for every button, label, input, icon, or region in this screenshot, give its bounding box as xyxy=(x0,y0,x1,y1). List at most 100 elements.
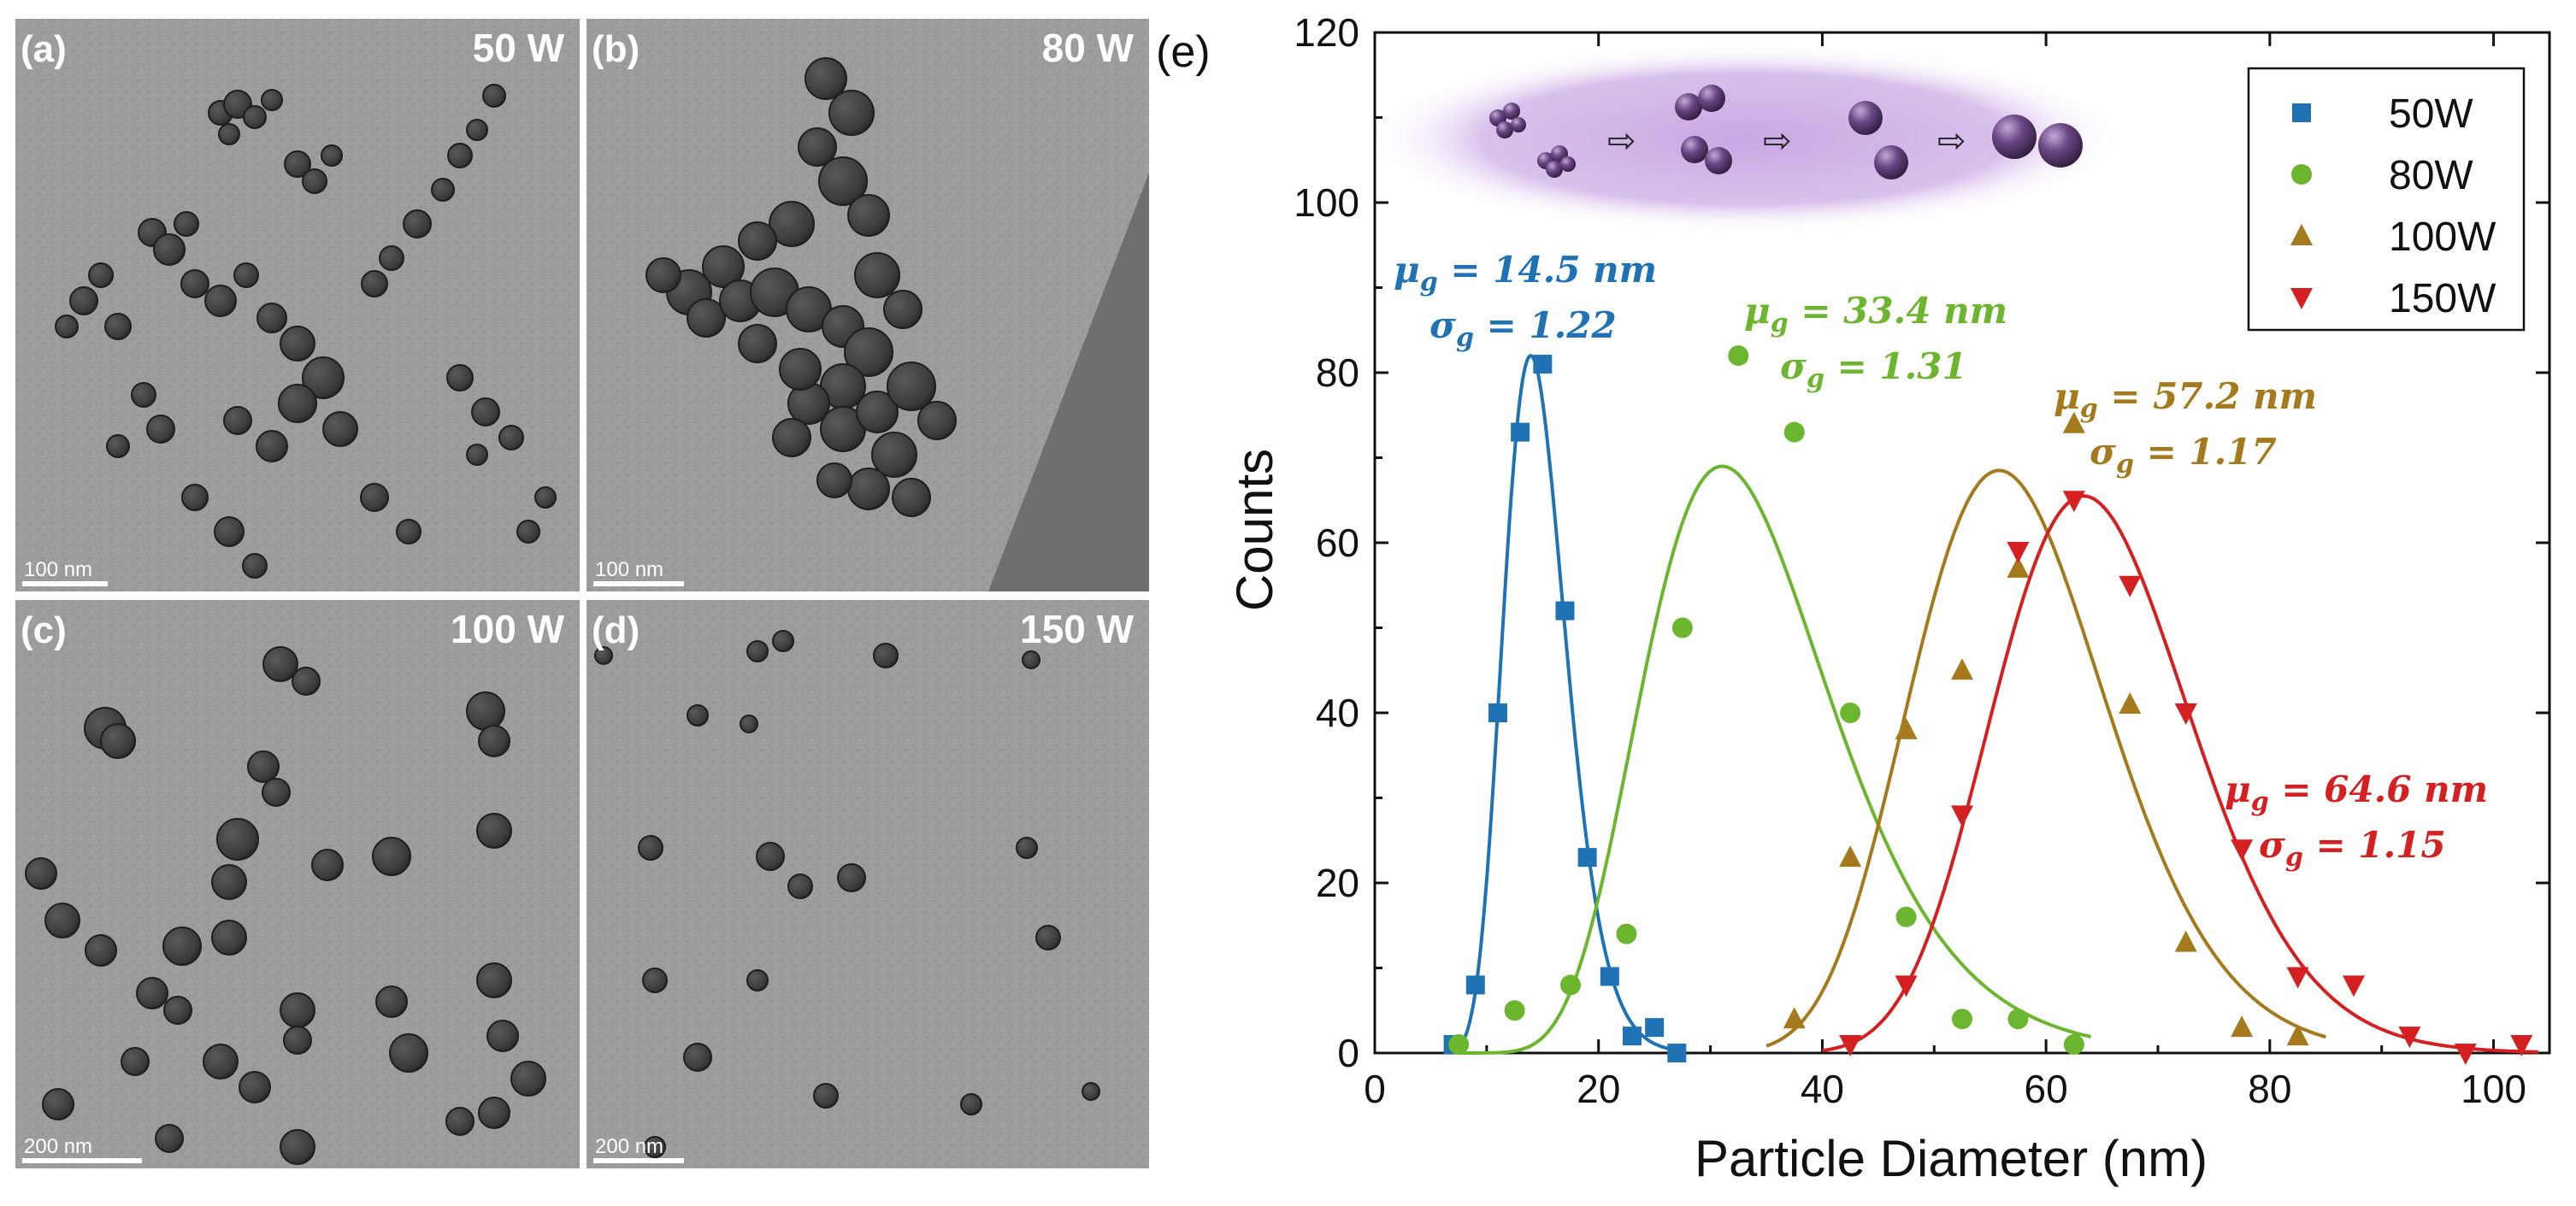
legend-marker-100W xyxy=(2290,224,2313,245)
data-point-50W xyxy=(1667,1044,1687,1062)
schematic-particle xyxy=(1675,93,1702,121)
nanoparticle xyxy=(837,863,866,892)
nanoparticle xyxy=(233,262,259,288)
nanoparticle xyxy=(223,406,252,435)
nanoparticle xyxy=(687,704,709,727)
schematic-particle xyxy=(1503,103,1520,120)
nanoparticle xyxy=(756,842,785,871)
data-point-50W xyxy=(1511,422,1530,442)
scale-bar-label: 200 nm xyxy=(595,1135,663,1158)
nanoparticle xyxy=(746,640,769,662)
nanoparticle xyxy=(136,977,168,1009)
nanoparticle xyxy=(683,1043,712,1072)
support-film-edge xyxy=(988,173,1149,591)
power-label: 100 W xyxy=(451,607,565,651)
schematic-particle xyxy=(1511,117,1526,132)
nanoparticle xyxy=(516,520,540,544)
nanoparticle xyxy=(180,269,209,298)
y-tick-label: 100 xyxy=(1294,180,1359,225)
data-point-80W xyxy=(2063,1034,2084,1056)
panel-letter: (b) xyxy=(592,28,640,70)
data-point-100W xyxy=(2231,1015,2254,1038)
nanoparticle xyxy=(856,391,899,433)
data-point-100W xyxy=(2286,1024,2309,1046)
legend: 50W 80W 100W 150W xyxy=(2247,67,2526,332)
schematic-particle xyxy=(1848,101,1883,135)
nanoparticle xyxy=(644,1136,666,1158)
x-tick-label: 40 xyxy=(1801,1067,1844,1111)
data-point-150W xyxy=(2062,491,2085,513)
nanoparticle xyxy=(702,245,745,288)
nanoparticle xyxy=(594,646,613,665)
schematic-particle xyxy=(1992,115,2037,159)
growth-arrow-icon: ⇨ xyxy=(1937,121,1966,161)
nanoparticle xyxy=(476,813,512,849)
scale-bar xyxy=(593,1158,684,1163)
nanoparticle xyxy=(873,643,899,668)
size-distribution-chart: (e) ⇨ ⇨ ⇨ 0 20 40 60 80 100 0 20 40 60 80 100 120 μg =… xyxy=(1156,10,2551,1187)
nanoparticle xyxy=(100,723,136,759)
nanoparticle xyxy=(847,468,890,510)
sigma-annotation: σg = 1.22 xyxy=(1429,304,1617,353)
nanoparticle xyxy=(1035,925,1061,950)
nanoparticle xyxy=(642,968,668,993)
schematic-particle xyxy=(1496,121,1513,138)
data-point-50W xyxy=(1577,848,1597,868)
nanoparticle xyxy=(280,1129,315,1165)
tem-image-panels: (a) 50 W 100 nm (b) 80 W 100 nm (c) 100 W 200 nm… xyxy=(15,19,1149,1168)
schematic-particle xyxy=(1874,145,1908,179)
nanoparticle xyxy=(738,221,777,261)
nanoparticle xyxy=(498,425,524,450)
y-tick-label: 60 xyxy=(1316,521,1359,565)
schematic-particle xyxy=(1705,147,1732,174)
inset-glow xyxy=(1370,44,2122,232)
nanoparticle xyxy=(360,483,389,512)
nanoparticle xyxy=(311,849,344,881)
nanoparticle xyxy=(445,1107,475,1136)
x-tick-label: 60 xyxy=(2025,1067,2068,1111)
nanoparticle xyxy=(887,362,936,411)
nanoparticle xyxy=(243,105,267,129)
nanoparticle xyxy=(106,434,130,458)
nanoparticle xyxy=(361,270,388,297)
legend-label: 100W xyxy=(2389,215,2496,260)
legend-marker-80W xyxy=(2291,164,2312,185)
nanoparticle xyxy=(146,415,175,444)
nanoparticle xyxy=(813,1083,839,1109)
nanoparticle xyxy=(302,356,345,399)
data-point-100W xyxy=(2174,930,2197,952)
nanoparticle xyxy=(292,667,321,696)
nanoparticle xyxy=(321,144,343,167)
nanoparticle xyxy=(218,123,240,145)
tem-image xyxy=(15,19,580,591)
data-point-50W xyxy=(1533,355,1553,374)
x-tick-label: 80 xyxy=(2248,1067,2291,1111)
data-point-100W xyxy=(2062,411,2085,433)
legend-marker-50W xyxy=(2292,103,2311,122)
tem-particles xyxy=(25,646,546,1165)
nanoparticle xyxy=(302,168,327,194)
nanoparticle xyxy=(174,211,199,237)
nanoparticle xyxy=(262,646,298,682)
nanoparticle xyxy=(322,411,358,447)
nanoparticle xyxy=(478,1097,510,1129)
nanoparticle xyxy=(471,397,500,427)
nanoparticle xyxy=(214,516,245,547)
nanoparticle xyxy=(446,364,474,391)
nanoparticle xyxy=(55,315,79,338)
fit-annotations: μg = 14.5 nm σg = 1.22 μg = 33.4 nm σg = 1.… xyxy=(1394,249,2488,873)
nanoparticle xyxy=(239,1071,271,1103)
data-point-80W xyxy=(1840,703,1861,723)
nanoparticle xyxy=(478,725,510,757)
nanoparticle xyxy=(375,985,408,1018)
nanoparticle xyxy=(283,1026,312,1055)
nanoparticle xyxy=(1016,837,1038,859)
axes: 0 20 40 60 80 100 0 20 40 60 80 100 120 xyxy=(1294,10,2551,1111)
nanoparticle xyxy=(466,119,488,141)
nanoparticle xyxy=(687,298,726,338)
data-points xyxy=(1443,345,2533,1065)
x-axis-label: Particle Diameter (nm) xyxy=(1695,1130,2208,1187)
power-label: 50 W xyxy=(473,26,565,70)
data-point-80W xyxy=(1448,1034,1470,1056)
